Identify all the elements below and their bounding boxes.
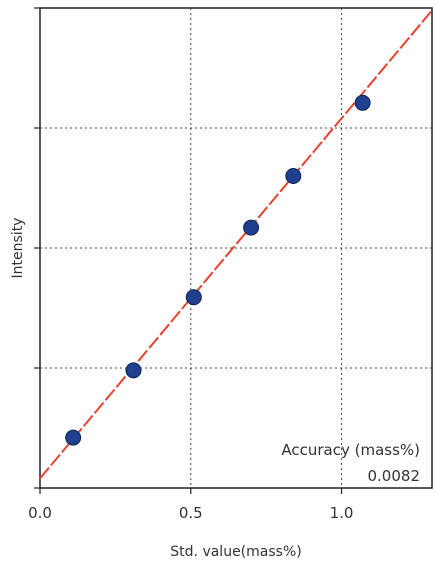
data-point [354,94,371,111]
x-tick-label: 0.5 [179,504,203,522]
data-point [243,219,260,236]
data-point [185,289,202,306]
x-tick-label: 0.0 [28,504,52,522]
tick-layer: 0.0 0.5 1.0 [28,7,354,522]
x-axis-title: Std. value(mass%) [170,544,301,560]
fit-line [39,9,433,480]
grid-layer [40,8,432,488]
data-point [65,429,82,446]
y-axis-title: Intensity [10,218,26,279]
accuracy-label: Accuracy (mass%) [281,441,420,459]
data-point [125,362,142,379]
data-point [285,168,302,184]
x-tick-label: 1.0 [330,504,354,522]
accuracy-value: 0.0082 [368,467,421,485]
data-points [65,94,371,446]
